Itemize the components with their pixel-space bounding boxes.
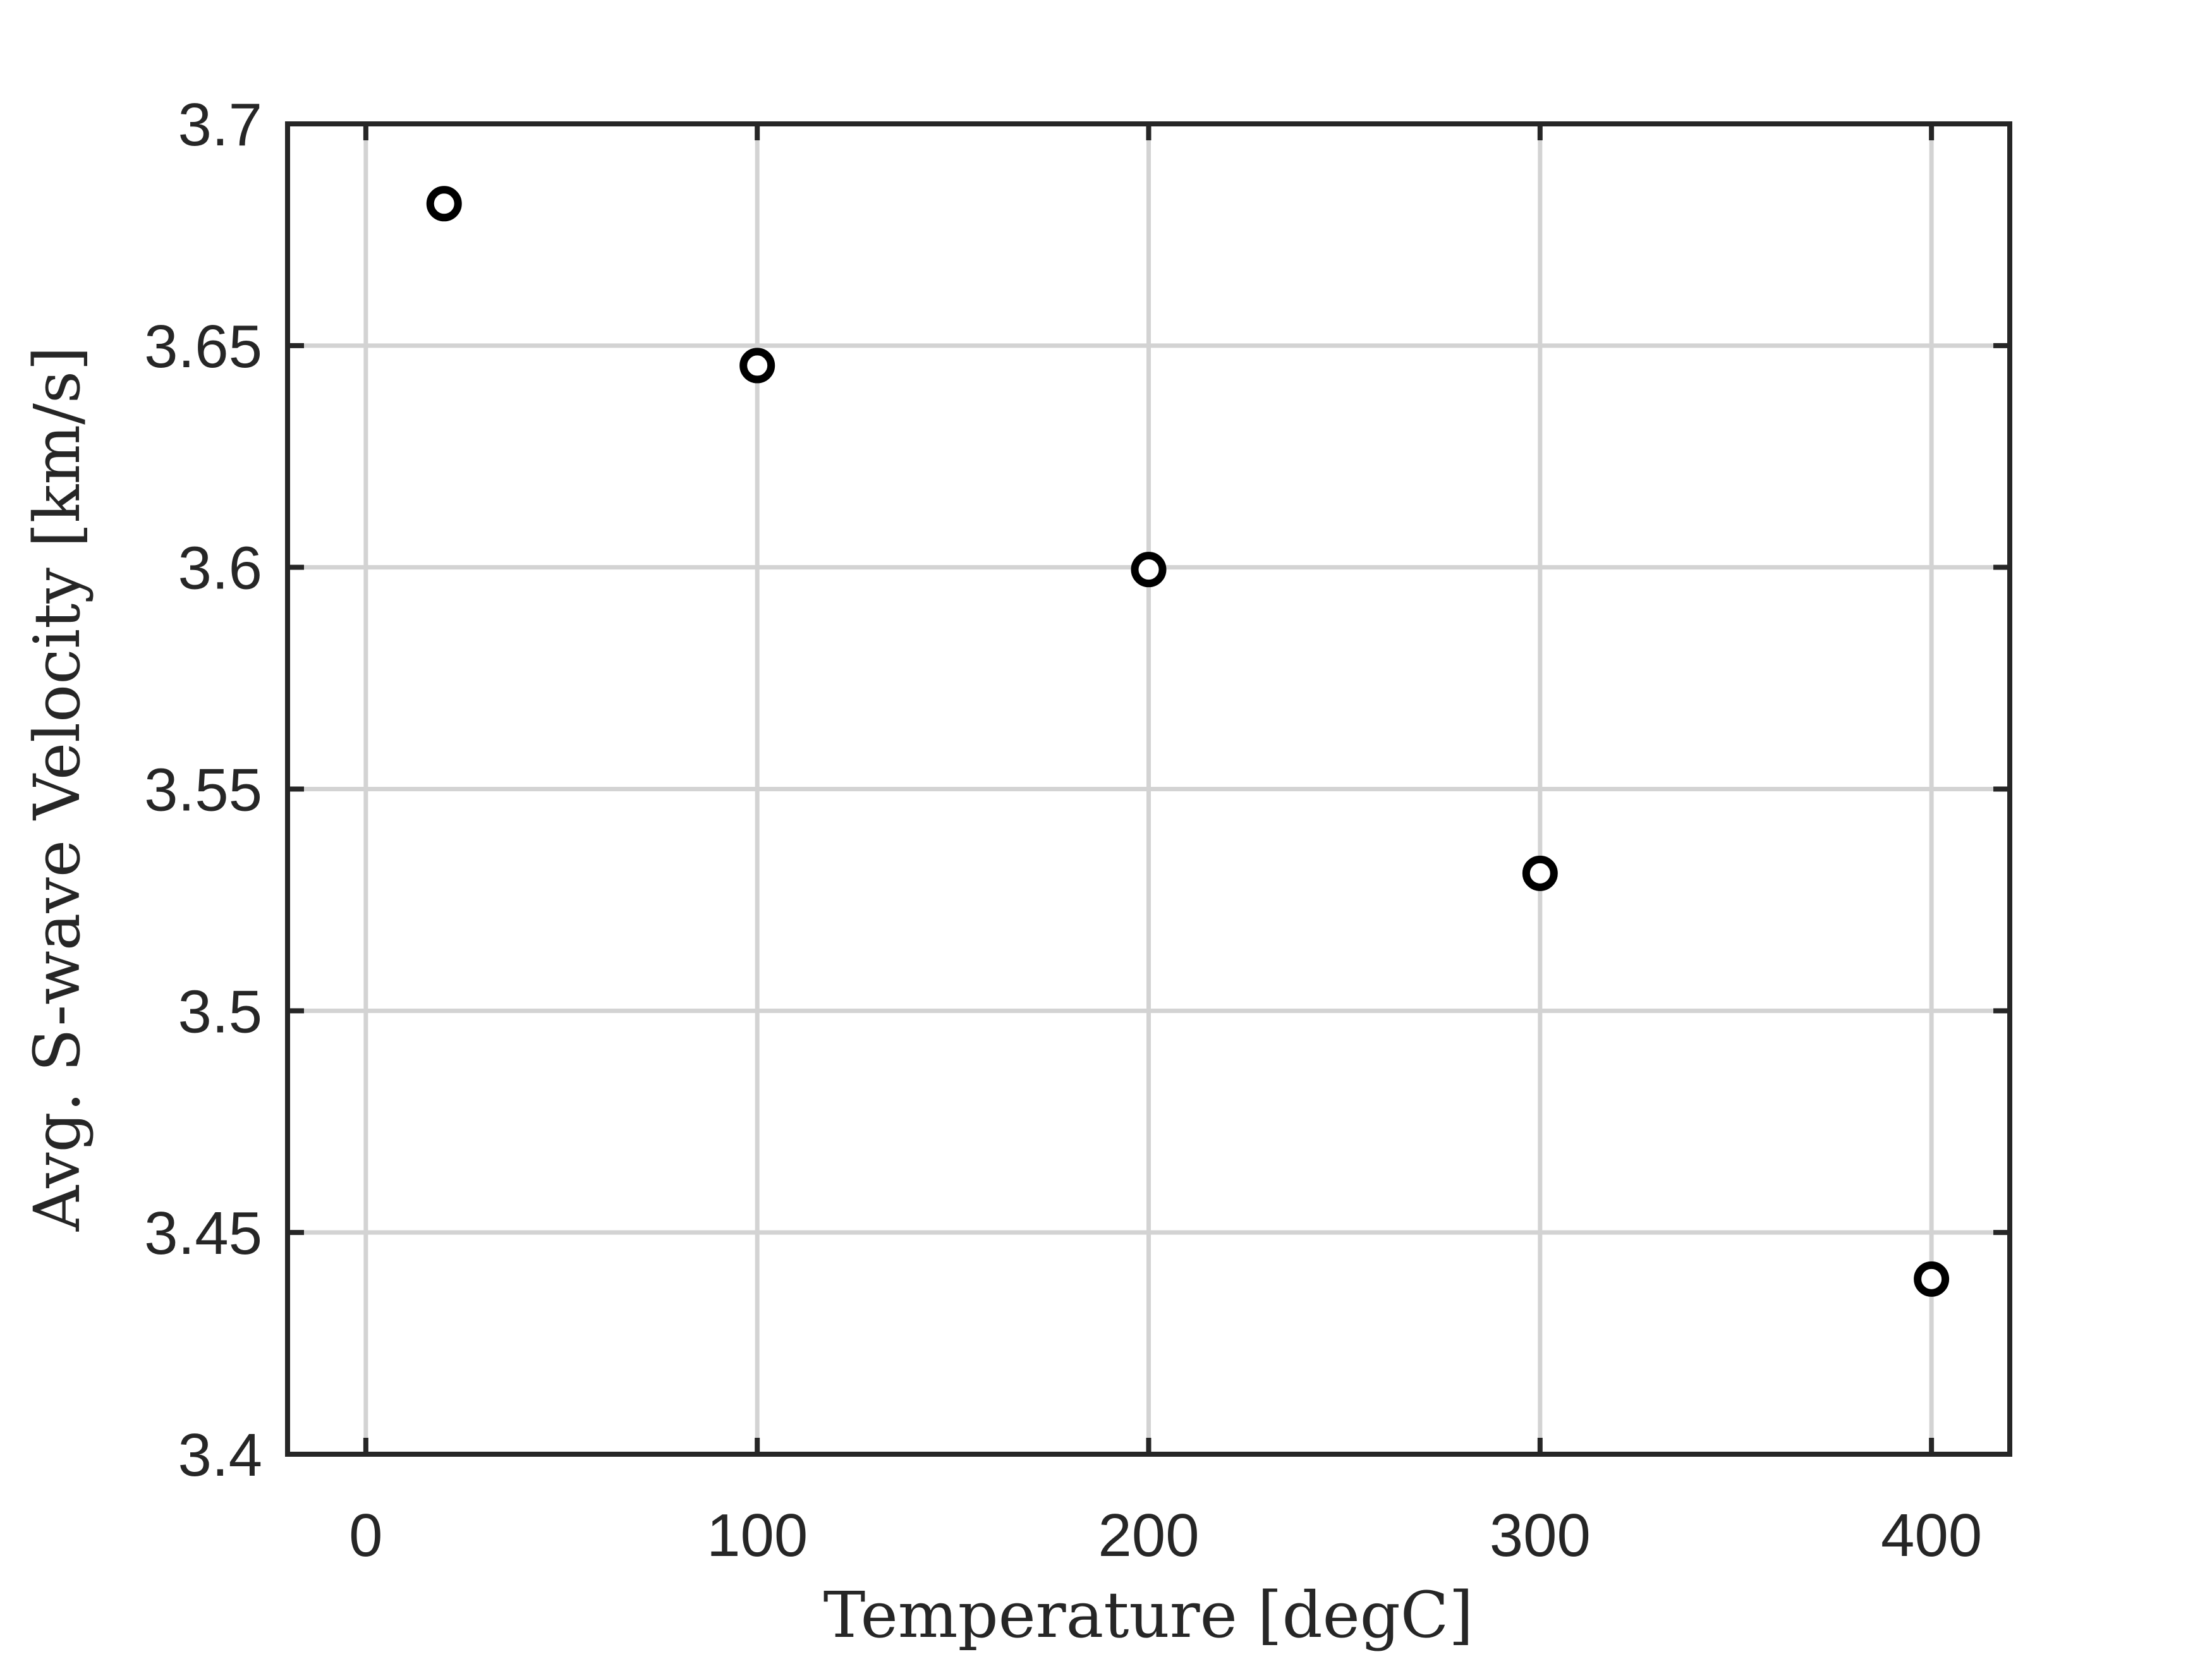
y-tick-label: 3.7 xyxy=(178,91,262,159)
data-point xyxy=(1522,855,1558,891)
x-tick-label: 0 xyxy=(349,1502,382,1569)
data-point xyxy=(1914,1261,1950,1297)
x-tick-label: 400 xyxy=(1881,1502,1982,1569)
y-tick-label: 3.6 xyxy=(178,535,262,602)
y-axis-label: Avg. S-wave Velocity [km/s] xyxy=(20,346,94,1232)
data-point xyxy=(739,348,775,384)
data-point xyxy=(1131,552,1167,588)
y-tick-label: 3.45 xyxy=(144,1200,262,1267)
y-tick-label: 3.5 xyxy=(178,978,262,1045)
y-tick-labels: 3.4 3.45 3.5 3.55 3.6 3.65 3.7 xyxy=(144,91,262,1489)
x-tick-label: 300 xyxy=(1490,1502,1591,1569)
y-tick-label: 3.4 xyxy=(178,1421,262,1489)
y-tick-label: 3.65 xyxy=(144,313,262,380)
x-tick-label: 100 xyxy=(707,1502,808,1569)
x-axis-label: Temperature [degC] xyxy=(823,1578,1474,1652)
axes-frame xyxy=(285,121,2012,1457)
data-points xyxy=(426,186,1950,1297)
x-tick-label: 200 xyxy=(1098,1502,1199,1569)
x-tick-labels: 0 100 200 300 400 xyxy=(349,1502,1982,1569)
data-point xyxy=(426,186,462,222)
y-tick-label: 3.55 xyxy=(144,757,262,824)
